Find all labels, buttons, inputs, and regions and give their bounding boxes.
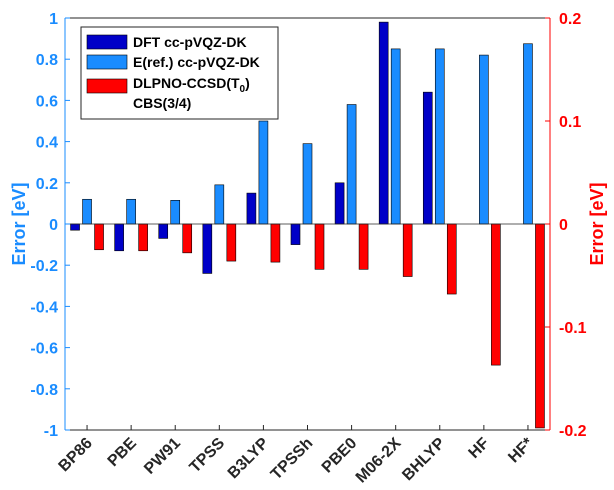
left-tick-label: 0.6 <box>36 93 58 110</box>
bar-series1-b3lyp <box>246 192 257 225</box>
x-tick-label: PBE <box>105 435 141 471</box>
x-tick-label: HF <box>466 435 493 462</box>
bars <box>70 21 545 429</box>
x-tick-label: PW91 <box>141 435 184 478</box>
left-tick-label: 0 <box>49 217 58 234</box>
bar-series3-pw91 <box>182 223 193 254</box>
bar-series3-bp86 <box>94 223 104 251</box>
right-tick-label: 0.2 <box>559 11 581 28</box>
left-tick-label: 1 <box>49 11 58 28</box>
left-tick-label: -0.2 <box>30 258 58 275</box>
legend-label-3-main: DLPNO-CCSD(T <box>133 75 240 91</box>
right-tick-label: 0 <box>559 217 568 234</box>
left-tick-label: -0.4 <box>30 299 58 316</box>
bar-series1-pbe0 <box>334 182 345 225</box>
left-axis-title: Error [eV] <box>9 182 29 265</box>
x-tick-label: B3LYP <box>225 435 273 483</box>
legend-label-3-line2: CBS(3/4) <box>133 95 191 111</box>
legend-swatch-1 <box>86 34 128 50</box>
bar-series2-b3lyp <box>258 120 269 225</box>
bar-series3-tpss <box>226 223 237 262</box>
legend-label-1: DFT cc-pVQZ-DK <box>133 34 247 50</box>
legend-label-3-sub: 0 <box>240 84 246 95</box>
legend-label-3: DLPNO-CCSD(T0) <box>133 75 250 95</box>
bar-series2-tpssh <box>302 143 313 225</box>
right-tick-label: -0.1 <box>559 320 587 337</box>
bar-series2-hf <box>479 54 489 225</box>
bar-series3-m062x <box>402 223 413 277</box>
bar-series2-bhlyp <box>434 48 445 225</box>
right-tick-label: -0.2 <box>559 423 587 440</box>
bar-series2-pbe0 <box>346 104 357 225</box>
left-tick-label: 0.4 <box>36 135 58 152</box>
x-tick-label: M06-2X <box>353 435 405 487</box>
bar-series3-hf <box>491 223 501 366</box>
bar-series1-m062x <box>378 21 389 225</box>
right-axis-title: Error [eV] <box>587 182 607 265</box>
bar-series1-tpss <box>202 223 213 274</box>
legend-label-2: E(ref.) cc-pVQZ-DK <box>133 54 260 70</box>
x-tick-label: TPSS <box>187 435 229 477</box>
x-tick-label: HF* <box>505 434 537 466</box>
bar-series3-tpssh <box>314 223 325 270</box>
left-tick-label: -0.8 <box>30 382 58 399</box>
left-tick-label: -1 <box>44 423 58 440</box>
bar-series2-m062x <box>390 48 401 225</box>
legend-label-3-close: ) <box>245 75 250 91</box>
bar-series2-hf <box>523 43 533 225</box>
bar-series1-bhlyp <box>422 91 433 225</box>
bar-series3-pbe <box>138 223 148 252</box>
bar-series3-b3lyp <box>270 223 281 263</box>
x-tick-label: BHLYP <box>399 435 449 485</box>
bar-series2-tpss <box>214 184 225 225</box>
right-tick-label: 0.1 <box>559 114 581 131</box>
bar-series3-hf <box>535 223 545 429</box>
left-tick-label: -0.6 <box>30 341 58 358</box>
x-tick-label: TPSSh <box>268 435 316 483</box>
legend-swatch-3 <box>86 78 128 94</box>
x-tick-label: BP86 <box>56 435 96 475</box>
left-tick-label: 0.2 <box>36 176 58 193</box>
bar-series3-bhlyp <box>446 223 457 295</box>
bar-series1-tpssh <box>290 223 301 245</box>
legend: DFT cc-pVQZ-DK E(ref.) cc-pVQZ-DK DLPNO-CC… <box>80 26 279 120</box>
bar-series1-pbe <box>114 223 124 252</box>
legend-swatch-2 <box>86 54 128 70</box>
x-tick-label: PBE0 <box>319 435 361 477</box>
bar-series2-pbe <box>126 198 136 225</box>
bar-series3-pbe0 <box>358 223 369 270</box>
bar-series2-pw91 <box>170 200 181 225</box>
bar-series1-pw91 <box>158 223 169 239</box>
left-tick-label: 0.8 <box>36 52 58 69</box>
bar-series1-bp86 <box>70 223 80 231</box>
bar-series2-bp86 <box>82 198 92 225</box>
